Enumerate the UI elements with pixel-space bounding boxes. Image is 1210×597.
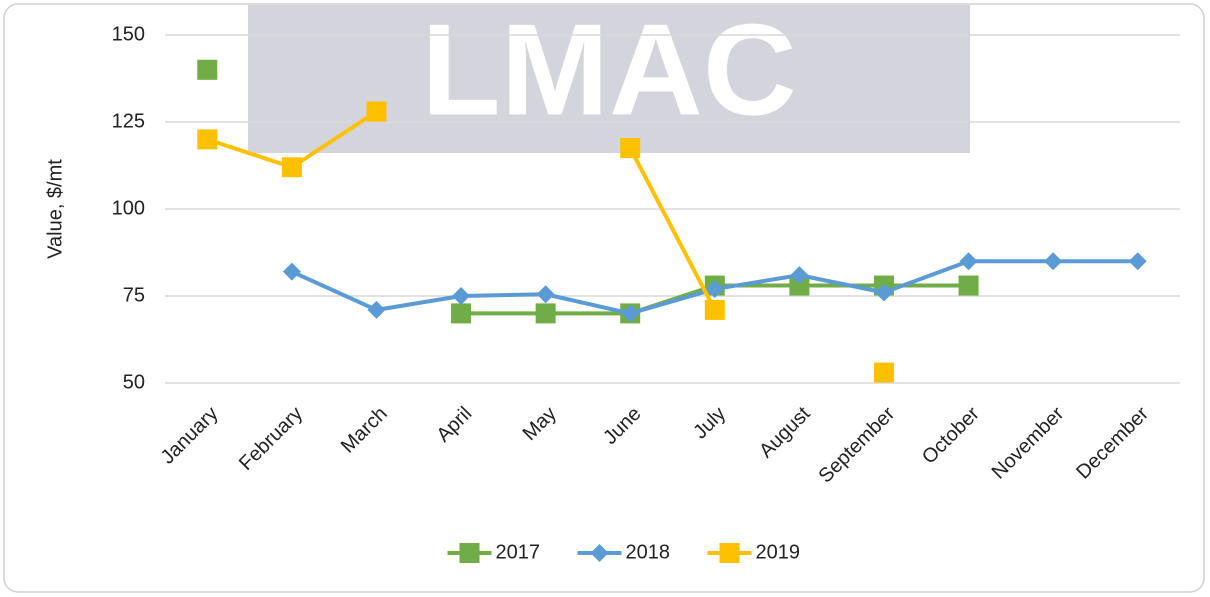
data-point bbox=[705, 300, 725, 320]
data-point bbox=[282, 157, 302, 177]
data-point bbox=[197, 60, 217, 80]
y-axis-label: Value, $/mt bbox=[44, 159, 66, 259]
y-tick-label: 125 bbox=[112, 110, 145, 132]
watermark: LMAC bbox=[421, 0, 796, 142]
chart: LMAC Value, $/mt 5075100125150JanuaryFeb… bbox=[0, 0, 1210, 597]
legend-label: 2019 bbox=[756, 541, 801, 563]
data-point bbox=[451, 303, 471, 323]
legend-marker bbox=[720, 543, 740, 563]
data-point bbox=[197, 129, 217, 149]
y-tick-label: 150 bbox=[112, 23, 145, 45]
data-point bbox=[959, 276, 979, 296]
data-point bbox=[366, 102, 386, 122]
legend-marker bbox=[460, 543, 480, 563]
legend-label: 2017 bbox=[496, 541, 541, 563]
y-tick-label: 100 bbox=[112, 197, 145, 219]
legend-label: 2018 bbox=[626, 541, 671, 563]
data-point bbox=[874, 363, 894, 383]
y-tick-label: 75 bbox=[123, 284, 145, 306]
data-point bbox=[536, 303, 556, 323]
data-point bbox=[620, 138, 640, 158]
y-tick-label: 50 bbox=[123, 371, 145, 393]
